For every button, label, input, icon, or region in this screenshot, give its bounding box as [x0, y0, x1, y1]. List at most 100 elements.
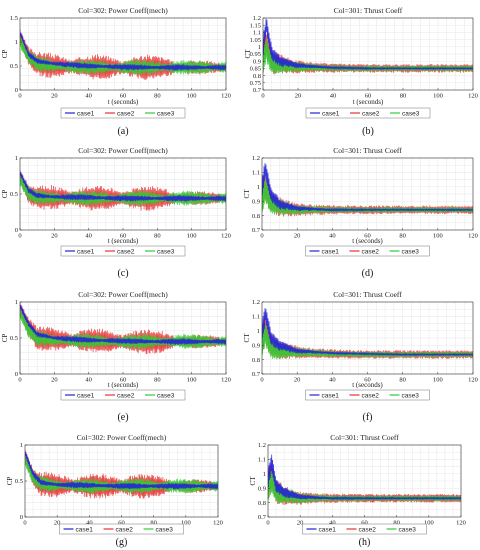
- x-ticks: 0 20 40 60 80 100 120: [260, 372, 478, 384]
- panel-caption: (h): [359, 537, 371, 548]
- x-tick-label: 20: [294, 233, 301, 240]
- series-line-case1: [262, 163, 473, 213]
- x-tick-label: 120: [468, 93, 478, 100]
- legend-label-case2: case2: [362, 111, 380, 118]
- x-tick-label: 60: [361, 520, 368, 527]
- x-tick-label: 80: [400, 93, 407, 100]
- y-tick-label: 0.8: [258, 500, 266, 507]
- legend-box: [302, 523, 427, 535]
- legend-label-case2: case2: [117, 393, 135, 400]
- panel-caption: (c): [117, 268, 128, 279]
- y-axis-label: CP: [1, 334, 9, 343]
- y-tick-label: 0.7: [252, 371, 261, 378]
- chart-legend: case1 case2 case3: [60, 245, 186, 257]
- x-axis-label: t (seconds): [352, 237, 383, 245]
- y-tick-label: 0.9: [252, 198, 260, 205]
- legend-label-case3: case3: [157, 111, 175, 118]
- y-tick-label: 1.2: [258, 442, 266, 449]
- y-ticks: 0.7 0.8 0.9 1 1.1 1.2: [252, 155, 264, 234]
- legend-label-case2: case2: [362, 393, 380, 400]
- y-tick-label: 0.95: [250, 51, 261, 58]
- series-line-case1: [20, 29, 226, 71]
- legend-label-case2: case2: [116, 527, 134, 534]
- series-group: [20, 302, 226, 355]
- series-group: [262, 163, 473, 217]
- panel-caption: (e): [117, 412, 128, 423]
- legend-box: [60, 245, 186, 257]
- x-tick-label: 20: [294, 377, 301, 384]
- x-tick-label: 60: [365, 93, 372, 100]
- x-tick-label: 40: [329, 377, 336, 384]
- y-tick-label: 1.1: [252, 170, 260, 177]
- x-axis-label: t (seconds): [108, 381, 139, 389]
- panel-caption: (f): [363, 412, 373, 423]
- chart-title: Col=301: Thrust Coeff: [333, 290, 402, 299]
- y-tick-label: 1.2: [253, 15, 261, 22]
- y-tick-label: 0.5: [10, 335, 18, 342]
- x-tick-label: 80: [150, 520, 157, 527]
- y-tick-label: 0.5: [15, 478, 23, 485]
- y-axis-label: CT: [243, 189, 251, 199]
- series-line-case3: [263, 37, 473, 75]
- x-tick-label: 20: [51, 377, 58, 384]
- y-axis-label: CT: [243, 333, 251, 343]
- y-tick-label: 0.75: [250, 80, 261, 87]
- series-line-case1: [20, 170, 226, 202]
- y-ticks: 0 0.5 1 1.5: [10, 15, 22, 94]
- series-line-case1: [268, 454, 461, 501]
- y-tick-label: 0: [20, 514, 23, 521]
- x-tick-label: 60: [120, 93, 127, 100]
- x-tick-label: 0: [18, 377, 21, 384]
- y-tick-label: 1: [20, 442, 23, 449]
- y-axis-label: CP: [1, 50, 9, 59]
- y-axis-label: CT: [244, 49, 252, 59]
- legend-label-case2: case2: [117, 249, 135, 256]
- legend-label-case1: case1: [77, 249, 95, 256]
- legend-label-case3: case3: [402, 249, 420, 256]
- x-tick-label: 40: [329, 520, 336, 527]
- y-tick-label: 1.1: [258, 457, 266, 464]
- legend-label-case1: case1: [77, 111, 95, 118]
- y-tick-label: 1: [258, 44, 261, 51]
- x-ticks: 0 20 40 60 80 100 120: [260, 228, 478, 240]
- x-tick-label: 120: [468, 377, 478, 384]
- series-group: [20, 29, 226, 80]
- legend-box: [60, 389, 186, 401]
- chart-title: Col=301: Thrust Coeff: [333, 146, 402, 155]
- series-line-case3: [20, 307, 226, 350]
- x-tick-label: 60: [120, 233, 127, 240]
- x-tick-label: 20: [295, 93, 302, 100]
- legend-box: [305, 389, 430, 401]
- y-axis-label: CT: [249, 476, 257, 486]
- series-line-case3: [25, 455, 218, 494]
- x-tick-label: 80: [399, 233, 406, 240]
- chart-panel-5: Col=302: Power Coeff(mech) 0 20 40 60 80 100 12…: [1, 290, 231, 423]
- y-tick-label: 1.5: [10, 15, 18, 22]
- y-tick-label: 0.7: [258, 514, 267, 521]
- x-tick-label: 60: [364, 377, 371, 384]
- y-tick-label: 0.85: [250, 66, 261, 73]
- x-tick-label: 120: [213, 520, 223, 527]
- x-tick-label: 100: [433, 233, 443, 240]
- y-tick-label: 0.9: [253, 58, 261, 65]
- series-line-case2: [263, 32, 473, 74]
- legend-label-case3: case3: [157, 249, 175, 256]
- chart-title: Col=301: Thrust Coeff: [334, 6, 403, 15]
- panel-caption: (a): [117, 126, 128, 137]
- x-tick-label: 80: [393, 520, 400, 527]
- y-ticks: 0.7 0.8 0.9 1 1.1 1.2: [252, 299, 264, 378]
- panel-caption: (g): [116, 537, 128, 548]
- series-line-case1: [20, 302, 226, 345]
- series-group: [20, 169, 226, 212]
- x-ticks: 0 20 40 60 80 100 120: [23, 515, 223, 527]
- chart-title: Col=302: Power Coeff(mech): [78, 146, 168, 155]
- series-line-case1: [25, 449, 218, 490]
- panel-caption: (b): [362, 126, 374, 137]
- x-axis-label: t (seconds): [108, 98, 139, 106]
- y-tick-label: 0.9: [258, 485, 266, 492]
- y-ticks: 00.51: [15, 442, 27, 521]
- x-tick-label: 120: [221, 93, 231, 100]
- y-tick-label: 1.05: [250, 37, 261, 44]
- x-tick-label: 100: [433, 93, 443, 100]
